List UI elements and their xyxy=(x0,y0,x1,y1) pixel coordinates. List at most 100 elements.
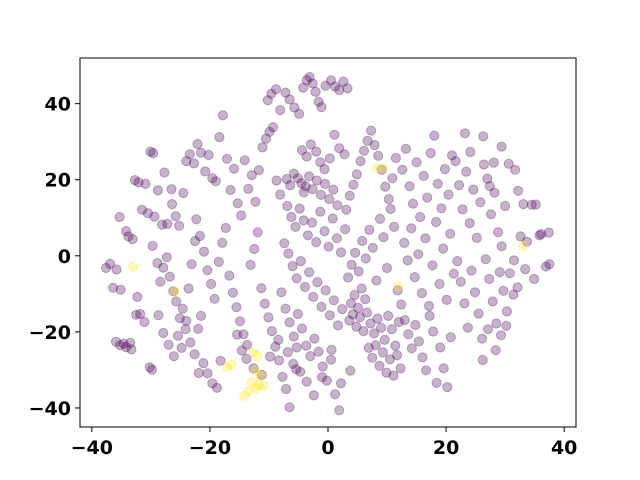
scatter-point-class-0 xyxy=(379,334,390,345)
scatter-point-class-0 xyxy=(418,170,429,181)
scatter-point-class-0 xyxy=(184,149,195,160)
scatter-point-class-0 xyxy=(189,349,200,360)
x-tick-label: −20 xyxy=(189,437,231,459)
scatter-point-class-0 xyxy=(374,213,386,224)
scatter-point-class-0 xyxy=(193,367,204,379)
scatter-point-class-0 xyxy=(357,235,368,247)
scatter-point-class-0 xyxy=(459,298,470,309)
scatter-point-class-0 xyxy=(190,235,201,247)
scatter-point-class-0 xyxy=(445,332,456,343)
scatter-point-class-0 xyxy=(227,287,238,298)
scatter-point-class-0 xyxy=(193,323,204,334)
scatter-point-class-0 xyxy=(392,285,403,296)
scatter-point-class-1 xyxy=(243,386,254,397)
scatter-point-class-0 xyxy=(159,167,170,178)
scatter-point-class-0 xyxy=(245,259,256,270)
scatter-point-class-0 xyxy=(170,211,181,222)
scatter-point-class-0 xyxy=(349,289,360,301)
scatter-point-class-0 xyxy=(385,203,396,215)
scatter-point-class-0 xyxy=(266,326,277,337)
scatter-point-class-0 xyxy=(301,376,312,387)
scatter-point-class-0 xyxy=(364,224,375,235)
scatter-point-class-0 xyxy=(381,367,392,378)
scatter-point-class-0 xyxy=(330,389,341,400)
y-tick-label: 0 xyxy=(58,246,71,268)
scatter-point-class-0 xyxy=(308,291,319,302)
scatter-point-class-0 xyxy=(329,129,340,140)
scatter-point-class-0 xyxy=(168,286,179,297)
scatter-point-class-0 xyxy=(194,230,205,242)
scatter-point-class-0 xyxy=(521,236,533,247)
scatter-point-class-0 xyxy=(471,232,482,243)
scatter-point-class-0 xyxy=(415,211,426,223)
scatter-point-class-0 xyxy=(163,339,174,350)
scatter-point-class-0 xyxy=(286,211,297,223)
scatter-point-class-0 xyxy=(345,365,356,376)
scatter-point-class-0 xyxy=(355,156,366,167)
scatter-point-class-0 xyxy=(448,268,459,279)
scatter-point-class-0 xyxy=(360,253,371,264)
scatter-point-class-0 xyxy=(300,181,311,192)
scatter-point-class-0 xyxy=(180,324,191,335)
y-tick-label: −40 xyxy=(29,398,71,420)
scatter-point-class-0 xyxy=(504,268,515,279)
scatter-point-class-0 xyxy=(526,199,537,210)
scatter-point-class-0 xyxy=(285,180,296,191)
scatter-point-class-0 xyxy=(482,173,493,184)
scatter-point-class-0 xyxy=(319,226,330,237)
scatter-point-class-0 xyxy=(316,301,327,312)
scatter-point-class-0 xyxy=(334,143,345,154)
scatter-point-class-0 xyxy=(371,275,382,286)
scatter-point-class-0 xyxy=(427,260,438,271)
scatter-point-class-0 xyxy=(338,76,349,87)
scatter-point-class-0 xyxy=(482,324,494,335)
scatter-point-class-0 xyxy=(330,81,341,92)
scatter-point-class-0 xyxy=(365,318,376,329)
scatter-point-class-0 xyxy=(241,353,252,364)
scatter-point-class-0 xyxy=(342,83,353,94)
scatter-point-class-0 xyxy=(488,157,499,168)
scatter-point-class-0 xyxy=(325,354,337,365)
scatter-point-class-0 xyxy=(110,336,122,347)
scatter-point-class-0 xyxy=(313,96,324,107)
scatter-point-class-1 xyxy=(255,370,266,382)
scatter-point-class-0 xyxy=(369,328,380,339)
scatter-point-class-0 xyxy=(443,189,454,200)
scatter-point-class-1 xyxy=(518,240,529,251)
scatter-point-class-0 xyxy=(166,184,177,195)
scatter-point-class-0 xyxy=(461,166,472,177)
scatter-point-class-0 xyxy=(378,232,389,243)
scatter-point-class-0 xyxy=(434,278,445,290)
scatter-point-class-0 xyxy=(515,231,526,242)
scatter-point-class-0 xyxy=(277,371,288,382)
scatter-point-class-0 xyxy=(174,220,185,231)
scatter-point-class-0 xyxy=(508,255,520,266)
scatter-point-class-0 xyxy=(176,342,187,353)
scatter-point-class-0 xyxy=(311,175,322,186)
scatter-point-class-0 xyxy=(417,352,428,363)
scatter-point-class-0 xyxy=(478,131,489,142)
scatter-point-class-0 xyxy=(380,181,391,192)
scatter-point-class-0 xyxy=(399,237,410,248)
scatter-point-class-0 xyxy=(370,340,381,351)
scatter-point-class-0 xyxy=(465,146,476,158)
scatter-point-class-0 xyxy=(260,133,272,144)
scatter-point-class-0 xyxy=(161,252,172,263)
scatter-point-class-1 xyxy=(221,362,233,373)
scatter-point-class-0 xyxy=(416,288,427,299)
scatter-point-class-0 xyxy=(501,320,512,331)
scatter-point-class-0 xyxy=(462,322,473,333)
scatter-point-class-0 xyxy=(491,318,502,329)
scatter-point-class-0 xyxy=(317,372,328,383)
scatter-point-class-0 xyxy=(337,304,348,315)
scatter-point-class-0 xyxy=(299,281,311,293)
scatter-point-class-0 xyxy=(209,293,220,304)
scatter-point-class-0 xyxy=(508,289,519,300)
scatter-point-class-0 xyxy=(248,363,259,374)
scatter-point-class-0 xyxy=(473,308,484,319)
scatter-point-class-0 xyxy=(291,342,302,353)
scatter-point-class-0 xyxy=(186,259,197,270)
scatter-point-class-0 xyxy=(200,166,211,177)
scatter-point-class-0 xyxy=(252,227,263,238)
